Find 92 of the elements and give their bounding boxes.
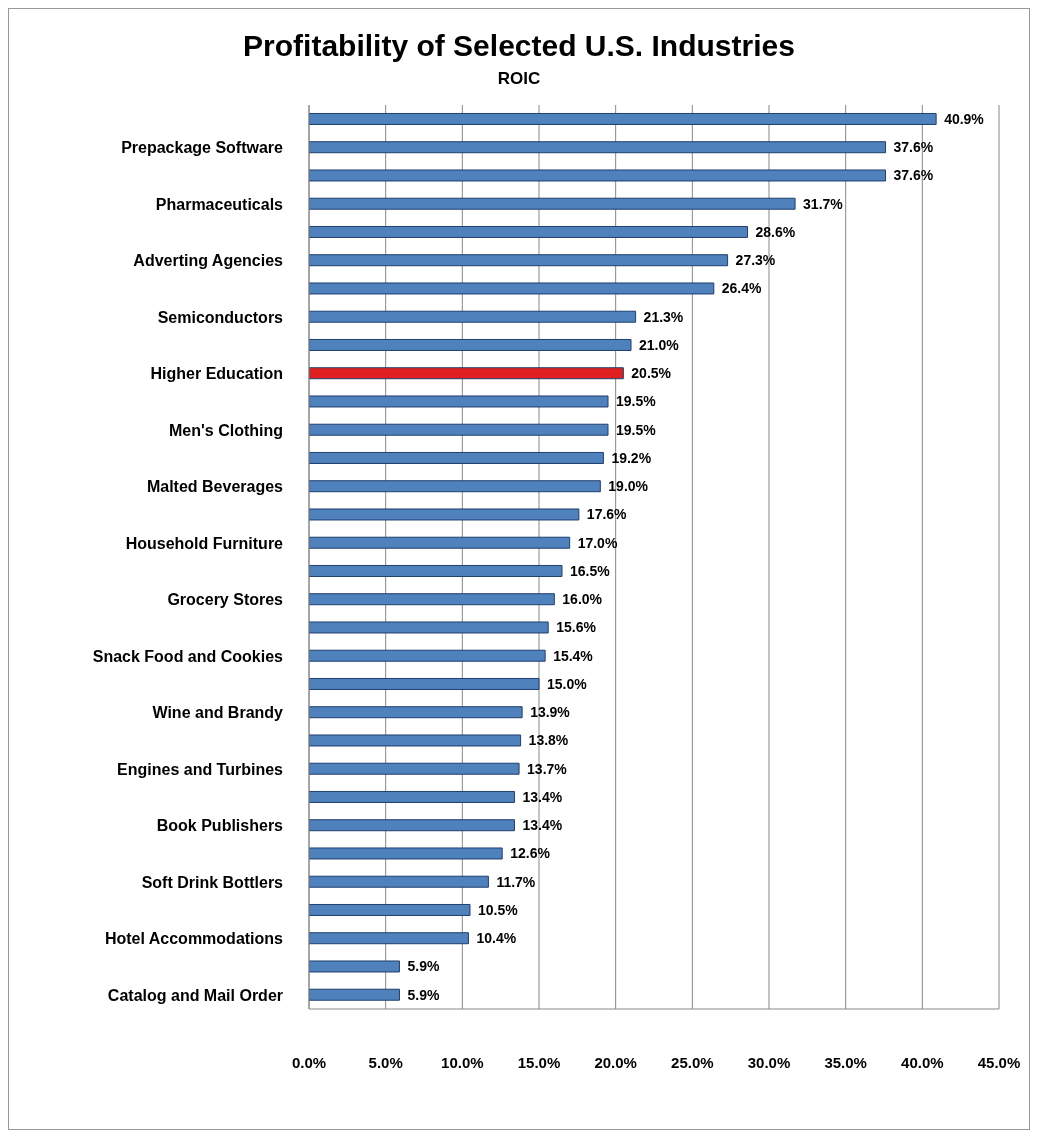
data-label: 13.7% xyxy=(527,760,568,777)
y-tick-label: Engines and Turbines xyxy=(117,760,284,778)
data-label: 10.5% xyxy=(478,901,519,918)
data-label: 5.9% xyxy=(407,986,440,1003)
bar xyxy=(309,621,549,634)
y-tick-label: Grocery Stores xyxy=(167,591,284,609)
bar xyxy=(309,169,887,182)
data-label: 31.7% xyxy=(803,195,844,212)
bar xyxy=(309,423,609,436)
data-label: 37.6% xyxy=(893,167,934,184)
bar xyxy=(309,649,546,662)
y-tick-label: Pharmaceuticals xyxy=(155,195,284,213)
data-label: 13.8% xyxy=(528,732,569,749)
y-tick-label: Book Publishers xyxy=(156,817,284,835)
bar xyxy=(309,875,489,888)
y-tick-label: Semiconductors xyxy=(157,308,284,326)
data-label: 17.0% xyxy=(577,534,618,551)
bar xyxy=(309,225,749,238)
bar xyxy=(309,932,469,945)
data-label: 15.0% xyxy=(547,675,588,692)
data-label: 28.6% xyxy=(755,223,796,240)
x-tick-label: 0.0% xyxy=(291,1053,327,1071)
data-label: 12.6% xyxy=(510,845,551,862)
bar xyxy=(309,819,515,832)
bar xyxy=(309,564,563,577)
bar xyxy=(309,395,609,408)
x-tick-label: 10.0% xyxy=(441,1053,484,1071)
chart-title: Profitability of Selected U.S. Industries xyxy=(242,28,796,63)
data-label: 15.6% xyxy=(556,619,597,636)
data-label: 16.5% xyxy=(570,562,611,579)
bar xyxy=(309,197,796,210)
data-label: 13.4% xyxy=(522,817,563,834)
data-label: 19.5% xyxy=(616,393,657,410)
data-label: 13.4% xyxy=(522,788,563,805)
bar xyxy=(309,141,887,154)
data-label: 27.3% xyxy=(735,252,776,269)
y-tick-label: Catalog and Mail Order xyxy=(107,986,283,1004)
y-tick-label: Adverting Agencies xyxy=(133,252,284,270)
bar xyxy=(309,508,580,521)
x-tick-label: 45.0% xyxy=(977,1053,1021,1071)
bar xyxy=(309,903,471,916)
bar xyxy=(309,790,515,803)
bar xyxy=(309,762,520,775)
bar xyxy=(309,367,624,380)
y-tick-label: Malted Beverages xyxy=(146,478,284,496)
bar xyxy=(309,536,571,549)
data-label: 19.5% xyxy=(616,421,657,438)
y-tick-label: Wine and Brandy xyxy=(152,704,284,722)
bar xyxy=(309,734,522,747)
data-label: 19.0% xyxy=(608,478,649,495)
y-tick-label: Soft Drink Bottlers xyxy=(141,873,284,891)
bar xyxy=(309,112,937,125)
bar xyxy=(309,677,540,690)
bar xyxy=(309,706,523,719)
x-tick-label: 5.0% xyxy=(368,1053,403,1071)
data-label: 10.4% xyxy=(476,930,517,947)
bar xyxy=(309,480,601,493)
bar xyxy=(309,593,555,606)
bar xyxy=(309,338,632,351)
y-tick-label: Men's Clothing xyxy=(168,421,283,439)
x-tick-label: 40.0% xyxy=(901,1053,944,1071)
data-label: 11.7% xyxy=(496,873,536,890)
x-tick-label: 35.0% xyxy=(824,1053,867,1071)
bar xyxy=(309,310,637,323)
bar xyxy=(309,988,400,1001)
y-tick-label: Snack Food and Cookies xyxy=(92,647,284,665)
x-tick-label: 20.0% xyxy=(594,1053,637,1071)
bar xyxy=(309,282,715,295)
bar xyxy=(309,254,729,267)
y-tick-label: Hotel Accommodations xyxy=(104,930,284,948)
data-label: 37.6% xyxy=(893,139,934,156)
data-label: 17.6% xyxy=(586,506,628,523)
data-label: 40.9% xyxy=(944,110,985,127)
x-tick-label: 30.0% xyxy=(747,1053,791,1071)
chart-subtitle: ROIC xyxy=(496,69,542,89)
data-label: 13.9% xyxy=(530,704,571,721)
data-label: 19.2% xyxy=(611,449,652,466)
y-tick-label: Household Furniture xyxy=(125,534,284,552)
y-tick-label: Higher Education xyxy=(150,365,283,383)
bar xyxy=(309,847,503,860)
data-label: 16.0% xyxy=(562,591,603,608)
data-label: 26.4% xyxy=(721,280,763,297)
data-label: 5.9% xyxy=(407,958,440,975)
x-tick-label: 15.0% xyxy=(517,1053,561,1071)
data-label: 15.4% xyxy=(553,647,594,664)
data-label: 21.3% xyxy=(643,308,684,325)
data-label: 20.5% xyxy=(631,365,672,382)
bar xyxy=(309,451,604,464)
x-tick-label: 25.0% xyxy=(671,1053,714,1071)
y-tick-label: Prepackage Software xyxy=(121,139,284,157)
data-label: 21.0% xyxy=(639,336,680,353)
bar xyxy=(309,960,400,973)
